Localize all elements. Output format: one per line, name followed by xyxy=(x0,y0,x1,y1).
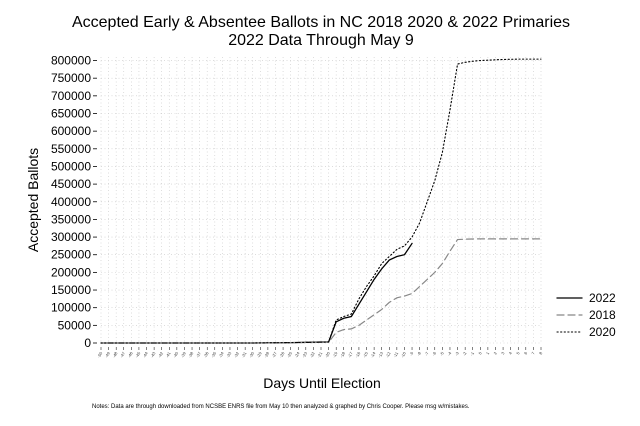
x-tick-label: -33 xyxy=(225,350,233,358)
y-tick-label: 500000 xyxy=(51,159,91,173)
x-tick-label: -23 xyxy=(301,350,309,358)
x-tick-label: -40 xyxy=(172,350,180,358)
x-tick-label: -14 xyxy=(369,350,377,358)
x-tick-label: -15 xyxy=(362,350,370,358)
x-tick-label: 7 xyxy=(530,350,536,355)
x-tick-label: -31 xyxy=(240,350,248,358)
series-line-2018 xyxy=(100,238,542,344)
y-axis-title: Accepted Ballots xyxy=(25,148,41,252)
x-tick-label: -48 xyxy=(111,350,119,358)
y-tick-label: 800000 xyxy=(51,54,91,68)
legend-label-2022: 2022 xyxy=(589,291,616,305)
x-tick-label: -9 xyxy=(408,350,414,356)
x-tick-label: -49 xyxy=(104,350,112,358)
x-tick-label: -34 xyxy=(218,350,226,358)
x-tick-label: -3 xyxy=(454,350,460,356)
x-tick-label: -1 xyxy=(469,350,475,356)
x-tick-label: 6 xyxy=(523,350,529,355)
x-tick-label: 4 xyxy=(508,350,514,355)
legend-label-2018: 2018 xyxy=(589,308,616,322)
chart-subtitle: 2022 Data Through May 9 xyxy=(228,32,414,49)
x-tick-label: -25 xyxy=(286,350,294,358)
x-tick-label: -50 xyxy=(96,350,104,358)
chart-note: Notes: Data are through downloaded from … xyxy=(92,404,470,410)
legend-label-2020: 2020 xyxy=(589,325,616,339)
x-tick-label: -36 xyxy=(202,350,210,358)
y-tick-label: 550000 xyxy=(51,142,91,156)
y-tick-label: 650000 xyxy=(51,106,91,120)
x-tick-label: -37 xyxy=(195,350,203,358)
x-tick-label: 1 xyxy=(485,350,491,355)
x-tick-label: -8 xyxy=(416,350,422,356)
y-axis-ticks: 0 50000 100000 150000 200000 250000 300000 3500… xyxy=(51,54,97,350)
x-tick-label: -16 xyxy=(354,350,362,358)
x-tick-label: -27 xyxy=(271,350,279,358)
series-line-2022 xyxy=(100,242,413,344)
x-tick-label: -18 xyxy=(339,350,347,358)
y-tick-label: 200000 xyxy=(51,265,91,279)
y-tick-label: 250000 xyxy=(51,248,91,262)
y-tick-label: 450000 xyxy=(51,177,91,191)
x-tick-label: 2 xyxy=(492,350,498,355)
y-tick-label: 600000 xyxy=(51,124,91,138)
chart-title: Accepted Early & Absentee Ballots in NC … xyxy=(72,14,570,31)
x-tick-label: -11 xyxy=(392,350,399,358)
series-line-2020 xyxy=(100,58,542,344)
y-tick-label: 300000 xyxy=(51,230,91,244)
x-tick-label: -21 xyxy=(316,350,324,358)
x-tick-label: -43 xyxy=(149,350,157,358)
x-tick-label: 0 xyxy=(477,350,483,355)
grid xyxy=(100,57,542,344)
x-tick-label: -45 xyxy=(134,350,142,358)
y-tick-label: 350000 xyxy=(51,212,91,226)
x-tick-label: -10 xyxy=(400,350,408,358)
y-tick-label: 0 xyxy=(84,336,91,350)
x-tick-label: -12 xyxy=(384,350,392,358)
legend: 2022 2018 2020 xyxy=(556,291,616,339)
x-tick-label: -35 xyxy=(210,350,218,358)
x-tick-label: -44 xyxy=(142,350,150,358)
y-tick-label: 150000 xyxy=(51,283,91,297)
x-tick-label: -6 xyxy=(431,350,437,356)
x-tick-label: -28 xyxy=(263,350,271,358)
y-tick-label: 750000 xyxy=(51,71,91,85)
x-tick-label: -38 xyxy=(187,350,195,358)
x-axis-title: Days Until Election xyxy=(263,375,381,391)
x-tick-label: -29 xyxy=(255,350,263,358)
series-lines xyxy=(100,58,542,344)
x-tick-label: -41 xyxy=(164,350,172,358)
x-tick-label: -42 xyxy=(157,350,165,358)
x-tick-label: 3 xyxy=(500,350,506,355)
x-axis-ticks: -50 -49 -48 -47 -46 -45 -44 -43 -42 -41 -40 -39 -38-… xyxy=(96,347,544,359)
x-tick-label: -22 xyxy=(309,350,317,358)
y-tick-label: 400000 xyxy=(51,195,91,209)
x-tick-label: -17 xyxy=(346,350,354,358)
x-tick-label: -2 xyxy=(461,350,467,356)
x-tick-label: -4 xyxy=(446,350,452,356)
x-tick-label: -26 xyxy=(278,350,286,358)
x-tick-label: -24 xyxy=(293,350,301,358)
y-tick-label: 700000 xyxy=(51,89,91,103)
x-tick-label: -19 xyxy=(331,350,339,358)
x-tick-label: -20 xyxy=(324,350,332,358)
x-tick-label: -30 xyxy=(248,350,256,358)
x-tick-label: -39 xyxy=(180,350,188,358)
x-tick-label: -47 xyxy=(119,350,127,358)
x-tick-label: 5 xyxy=(515,350,521,355)
y-tick-label: 100000 xyxy=(51,301,91,315)
x-tick-label: -32 xyxy=(233,350,241,358)
x-tick-label: -13 xyxy=(377,350,385,358)
x-tick-label: -46 xyxy=(126,350,134,358)
y-tick-label: 50000 xyxy=(58,318,92,332)
x-tick-label: -5 xyxy=(439,350,445,356)
x-tick-label: 8 xyxy=(538,350,544,355)
x-tick-label: -7 xyxy=(423,350,429,356)
